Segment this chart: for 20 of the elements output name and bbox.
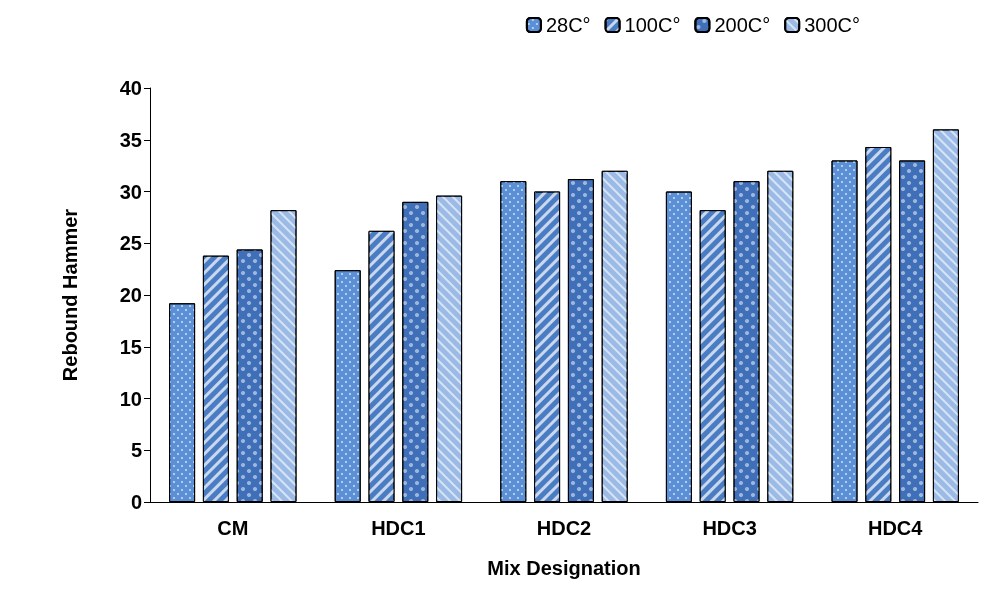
x-tick-label: HDC2	[536, 517, 592, 539]
y-tick-label: 35	[119, 128, 142, 151]
x-tick-label: HDC4	[867, 517, 924, 539]
legend-label: 200C°	[714, 14, 771, 36]
x-tick-label: HDC1	[371, 517, 426, 539]
legend-label: 300C°	[804, 14, 860, 36]
legend-label: 28C°	[545, 14, 591, 36]
y-tick-label: 30	[119, 180, 142, 203]
x-tick-label: HDC3	[702, 517, 757, 539]
y-tick-label: 5	[130, 439, 142, 462]
x-axis-title: Mix Designation	[487, 557, 641, 579]
legend-label: 100C°	[624, 14, 681, 36]
y-tick-label: 10	[119, 387, 142, 410]
x-tick-label: CM	[217, 517, 249, 539]
y-tick-label: 25	[119, 232, 142, 255]
y-tick-label: 15	[119, 335, 142, 358]
y-axis-title: Rebound Hammer	[59, 208, 81, 382]
y-tick-label: 0	[130, 491, 142, 513]
y-tick-label: 20	[119, 284, 142, 306]
y-tick-label: 40	[119, 77, 142, 99]
